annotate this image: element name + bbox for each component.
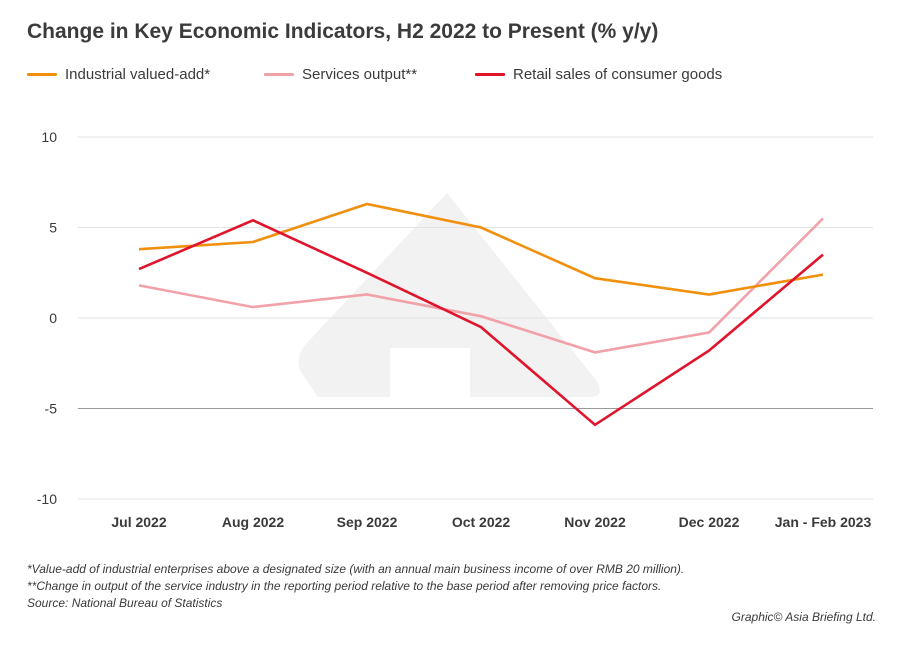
- x-tick-label: Aug 2022: [222, 514, 284, 530]
- logo-watermark: [298, 193, 600, 397]
- legend-label-retail: Retail sales of consumer goods: [513, 66, 723, 83]
- y-tick-label: 0: [49, 310, 57, 326]
- x-tick-label: Dec 2022: [679, 514, 740, 530]
- y-axis-ticks: 10 5 0 -5 -10: [37, 129, 57, 507]
- footnotes: *Value-add of industrial enterprises abo…: [27, 561, 684, 612]
- series-line-industrial: [138, 202, 824, 296]
- x-tick-label: Oct 2022: [452, 514, 511, 530]
- x-tick-label: Sep 2022: [337, 514, 398, 530]
- legend-label-industrial: Industrial valued-add*: [65, 66, 211, 83]
- series-line-retail: [138, 218, 824, 427]
- graphic-credit: Graphic© Asia Briefing Ltd.: [731, 610, 876, 624]
- gridlines: [78, 136, 873, 500]
- footnote-industrial: *Value-add of industrial enterprises abo…: [27, 562, 685, 576]
- y-tick-label: -5: [45, 401, 58, 417]
- footnote-services: **Change in output of the service indust…: [27, 579, 662, 593]
- watermark-shape: [298, 193, 600, 397]
- legend-swatch-services: [264, 73, 294, 76]
- legend-swatch-retail: [475, 73, 505, 76]
- x-tick-label: Nov 2022: [564, 514, 626, 530]
- legend-item-services: Services output**: [264, 66, 417, 83]
- y-tick-label: 5: [49, 220, 57, 236]
- x-axis-ticks: Jul 2022 Aug 2022 Sep 2022 Oct 2022 Nov 2022…: [111, 514, 871, 530]
- watermark-cutout: [390, 348, 470, 397]
- series-line-services: [138, 217, 824, 354]
- y-tick-label: -10: [37, 491, 57, 507]
- y-tick-label: 10: [41, 129, 57, 145]
- source-note: Source: National Bureau of Statistics: [27, 596, 223, 610]
- x-tick-label: Jan - Feb 2023: [775, 514, 872, 530]
- chart-title: Change in Key Economic Indicators, H2 20…: [27, 20, 659, 43]
- x-tick-label: Jul 2022: [111, 514, 166, 530]
- legend-label-services: Services output**: [302, 66, 418, 83]
- legend-item-industrial: Industrial valued-add*: [27, 66, 210, 83]
- legend: Industrial valued-add* Services output**…: [27, 66, 887, 86]
- legend-item-retail: Retail sales of consumer goods: [475, 66, 722, 83]
- legend-swatch-industrial: [27, 73, 57, 76]
- series-lines: [138, 202, 824, 427]
